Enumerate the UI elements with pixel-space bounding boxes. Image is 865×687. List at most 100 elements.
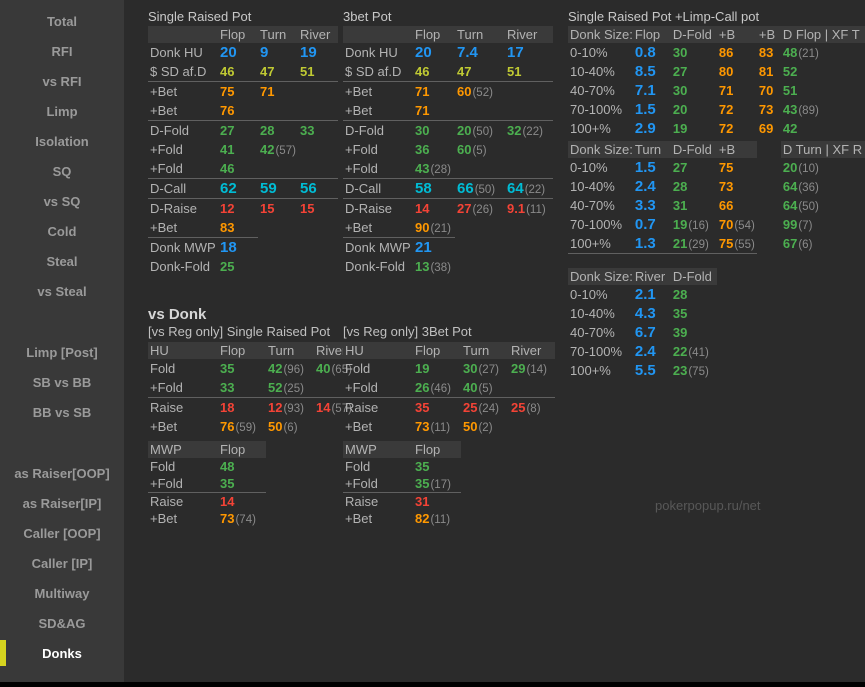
stats-table: Donk Size: Turn D-Fold +B D Turn | XF R 0-10%… — [568, 141, 865, 254]
stat-value: 8.5 — [634, 63, 656, 80]
table-row: Fold 48 — [148, 458, 266, 475]
sidebar-item-label: BB vs SB — [32, 404, 92, 420]
table-row: +Bet 83 — [148, 218, 338, 238]
table-row: 70-100% 2.4 22(41) — [568, 342, 717, 361]
sidebar-item-vs-rfi[interactable]: vs RFI — [0, 66, 124, 96]
table-row: +Bet 73(74) — [148, 510, 266, 527]
sidebar-item-bb-vs-sb[interactable]: BB vs SB — [0, 397, 124, 427]
row-label: Donk MWP — [148, 237, 218, 257]
stat-value: 73 — [758, 102, 774, 117]
sidebar-item-limp-post[interactable]: Limp [Post] — [0, 337, 124, 367]
stat-value: 28 — [672, 287, 688, 302]
sidebar-item-caller-oop[interactable]: Caller [OOP] — [0, 518, 124, 548]
stat-value — [505, 238, 553, 258]
stat-value: 15 — [258, 198, 298, 218]
row-label: Donk-Fold — [150, 259, 210, 274]
stat-value: 18 — [218, 397, 266, 417]
stat-value: 23(75) — [672, 363, 709, 378]
sidebar-item-cold[interactable]: Cold — [0, 216, 124, 246]
sidebar-item-caller-ip[interactable]: Caller [IP] — [0, 548, 124, 578]
stats-table: MWP Flop Fold 48 +Fold 35 Raise 14 +Bet 73(74) — [148, 441, 266, 527]
stat-value: 30 — [413, 120, 455, 140]
stats-table: HU Flop Turn River Fold 35 42(96) 40(65) +Fold 33… — [148, 342, 360, 436]
table-row: +Fold 26(46) 40(5) — [343, 378, 555, 398]
sidebar-item-label: as Raiser[OOP] — [14, 465, 110, 481]
stat-value: 20 — [672, 102, 688, 117]
stat-value: 35 — [220, 476, 235, 491]
stat-value: 66 — [718, 198, 734, 213]
stat-value: 30(27) — [463, 361, 499, 376]
sidebar-spacer — [0, 427, 124, 458]
sidebar-item-label: SQ — [52, 163, 72, 179]
sidebar-item-sb-vs-bb[interactable]: SB vs BB — [0, 367, 124, 397]
stat-value — [258, 257, 298, 276]
sidebar-item-isolation[interactable]: Isolation — [0, 126, 124, 156]
stat-value: 12(93) — [266, 397, 314, 417]
header-row: Flop Turn River — [343, 26, 553, 43]
column-header: Flop — [413, 441, 461, 458]
column-header: HU — [148, 342, 218, 359]
sidebar-item-steal[interactable]: Steal — [0, 246, 124, 276]
header-row: Donk Size: River D-Fold — [568, 268, 717, 285]
stat-value — [505, 81, 553, 101]
row-label: 100+% — [570, 363, 611, 378]
row-label: $ SD af.D — [345, 64, 402, 79]
sidebar-item-as-raiser-ip[interactable]: as Raiser[IP] — [0, 488, 124, 518]
stat-value: 27 — [672, 64, 688, 79]
stat-value: 19 — [300, 44, 317, 61]
table-row: +Bet 76(59) 50(6) — [148, 417, 360, 436]
column-header: Turn — [258, 26, 298, 43]
sidebar-item-label: SB vs BB — [32, 374, 92, 390]
stat-value: 0.7 — [634, 216, 656, 233]
column-header — [343, 26, 413, 43]
sidebar-item-sd-ag[interactable]: SD&AG — [0, 608, 124, 638]
sidebar-item-vs-steal[interactable]: vs Steal — [0, 276, 124, 306]
table-row: Donk MWP 18 — [148, 237, 338, 257]
row-label: Fold — [150, 361, 176, 376]
column-header — [148, 26, 218, 43]
table-row: +Fold 41 42(57) — [148, 140, 338, 159]
row-label: +Bet — [150, 220, 178, 235]
sidebar: Total RFI vs RFI Limp Isolation SQ vs SQ Cold St… — [0, 0, 124, 682]
sidebar-item-label: vs Steal — [37, 283, 87, 299]
stat-value: 33 — [220, 380, 235, 395]
stat-value: 47 — [457, 64, 472, 79]
sidebar-item-donks[interactable]: Donks — [0, 638, 124, 668]
stat-value — [509, 417, 555, 436]
column-header — [757, 141, 781, 158]
row-label: +Bet — [150, 103, 178, 118]
sidebar-item-total[interactable]: Total — [0, 6, 124, 36]
table-row: +Bet 82(11) — [343, 510, 461, 527]
row-label: 0-10% — [570, 287, 608, 302]
stat-value: 46 — [415, 64, 430, 79]
stat-value: 56 — [298, 178, 338, 199]
stat-value — [757, 196, 781, 215]
sidebar-item-label: Multiway — [34, 585, 90, 601]
table-limp-call-river: Donk Size: River D-Fold 0-10% 2.1 28 10-40% 4.3… — [568, 268, 717, 380]
sidebar-item-multiway[interactable]: Multiway — [0, 578, 124, 608]
sidebar-item-limp[interactable]: Limp — [0, 96, 124, 126]
column-header: Flop — [218, 342, 266, 359]
stat-value: 29(14) — [511, 361, 547, 376]
stat-value: 99(7) — [782, 217, 813, 232]
stat-value: 71 — [415, 103, 430, 118]
stat-value: 2.9 — [634, 120, 656, 137]
row-label: Fold — [345, 459, 371, 474]
stat-value — [509, 378, 555, 398]
stat-value: 76(59) — [220, 419, 256, 434]
stat-value: 13(38) — [415, 259, 451, 274]
column-header: D-Fold — [670, 141, 717, 158]
sidebar-item-as-raiser-oop[interactable]: as Raiser[OOP] — [0, 458, 124, 488]
stat-value — [258, 101, 298, 121]
stat-value: 32(22) — [505, 120, 553, 140]
sidebar-item-vs-sq[interactable]: vs SQ — [0, 186, 124, 216]
row-label: D-Raise — [148, 198, 218, 218]
sidebar-item-sq[interactable]: SQ — [0, 156, 124, 186]
row-label: +Fold — [150, 161, 183, 176]
column-header: +B — [756, 26, 781, 43]
sidebar-item-rfi[interactable]: RFI — [0, 36, 124, 66]
stat-value — [455, 257, 505, 276]
row-label: +Bet — [345, 511, 373, 526]
row-label: Raise — [343, 492, 413, 510]
